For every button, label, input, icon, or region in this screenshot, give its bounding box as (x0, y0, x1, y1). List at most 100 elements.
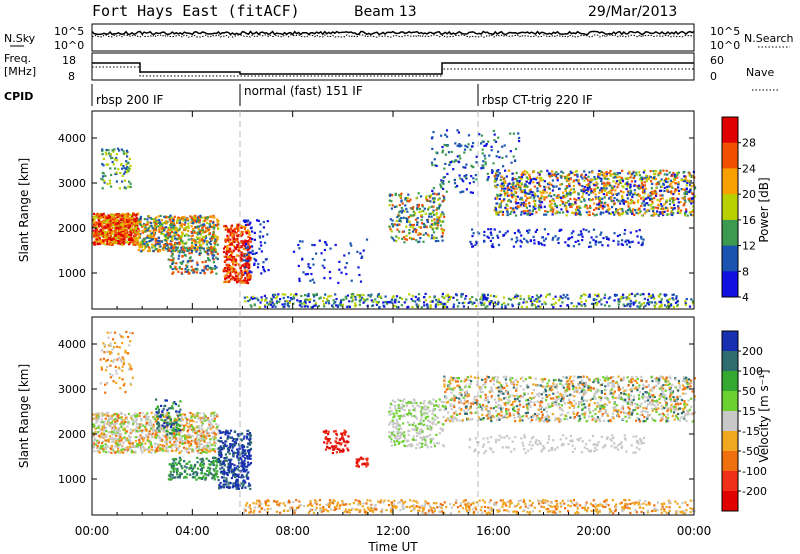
range-cell (192, 217, 195, 220)
range-cell (512, 155, 515, 158)
range-cell (506, 186, 510, 189)
range-cell (303, 305, 306, 308)
range-cell (587, 230, 591, 233)
range-cell (523, 237, 526, 240)
range-cell (566, 304, 569, 307)
range-cell (358, 273, 361, 277)
range-cell (127, 236, 130, 239)
range-cell (116, 147, 120, 150)
range-cell (690, 197, 693, 200)
range-cell (636, 235, 639, 238)
range-cell (518, 302, 521, 305)
range-cell (609, 296, 612, 299)
range-cell (390, 230, 393, 233)
range-cell (636, 292, 639, 295)
range-cell (493, 301, 497, 304)
range-cell (95, 215, 98, 218)
range-cell (229, 234, 232, 237)
range-cell (493, 175, 496, 178)
range-cell (494, 185, 497, 188)
range-cell (638, 178, 642, 181)
range-cell (213, 430, 216, 433)
range-cell (589, 191, 593, 194)
range-cell (242, 243, 245, 246)
range-cell (495, 169, 498, 172)
range-cell (600, 205, 603, 208)
range-cell (246, 273, 249, 276)
range-cell (175, 226, 178, 229)
range-cell (532, 205, 535, 208)
range-cell (122, 222, 125, 226)
range-cell (193, 231, 196, 234)
range-cell (423, 225, 426, 229)
range-cell (637, 193, 640, 196)
range-cell (171, 253, 174, 256)
range-cell (625, 296, 628, 299)
range-cell (598, 191, 601, 194)
range-cell (405, 207, 408, 211)
range-cell (334, 301, 337, 304)
range-cell (124, 432, 127, 435)
range-cell (567, 179, 570, 182)
range-cell (481, 148, 484, 151)
range-cell (578, 243, 581, 246)
range-cell (670, 209, 673, 212)
range-cell (404, 238, 407, 241)
range-cell (184, 448, 187, 451)
range-cell (422, 233, 425, 236)
range-cell (181, 242, 184, 245)
range-cell (229, 247, 232, 250)
range-cell (595, 303, 598, 306)
range-cell (253, 263, 256, 266)
range-cell (251, 238, 254, 241)
range-cell (631, 212, 634, 215)
range-cell (259, 241, 262, 244)
range-cell (622, 191, 625, 194)
range-cell (654, 194, 658, 197)
range-cell (692, 302, 695, 305)
range-cell (171, 262, 174, 265)
range-cell (309, 279, 312, 282)
range-cell (598, 169, 601, 172)
range-cell (582, 198, 586, 201)
range-cell (528, 209, 531, 212)
range-cell (163, 229, 166, 232)
range-cell (663, 186, 666, 189)
range-cell (415, 229, 418, 232)
range-cell (551, 173, 554, 176)
range-cell (507, 297, 511, 300)
range-cell (129, 230, 132, 233)
range-cell (185, 246, 188, 249)
range-cell (253, 252, 256, 255)
range-cell (304, 301, 307, 304)
range-cell (541, 236, 544, 239)
range-cell (566, 210, 569, 213)
range-cell (681, 179, 684, 182)
range-cell (497, 236, 500, 239)
range-cell (482, 160, 485, 163)
range-cell (433, 296, 436, 299)
range-cell (624, 177, 627, 180)
range-cell (438, 197, 441, 200)
range-cell (686, 214, 689, 217)
range-cell (475, 161, 478, 164)
range-cell (127, 226, 130, 229)
range-cell (258, 235, 261, 238)
range-cell (597, 241, 600, 244)
range-cell (388, 301, 391, 304)
range-cell (439, 303, 442, 306)
range-cell (673, 191, 676, 194)
range-cell (306, 294, 309, 297)
range-cell (162, 226, 165, 230)
range-cell (147, 246, 150, 249)
range-cell (110, 451, 113, 454)
range-cell (154, 446, 157, 449)
range-cell (450, 296, 453, 299)
range-cell (258, 306, 261, 309)
range-cell (644, 197, 647, 201)
range-cell (152, 245, 155, 248)
range-cell (630, 173, 633, 177)
range-cell (127, 218, 130, 221)
range-cell (321, 264, 324, 267)
range-cell (533, 304, 536, 307)
